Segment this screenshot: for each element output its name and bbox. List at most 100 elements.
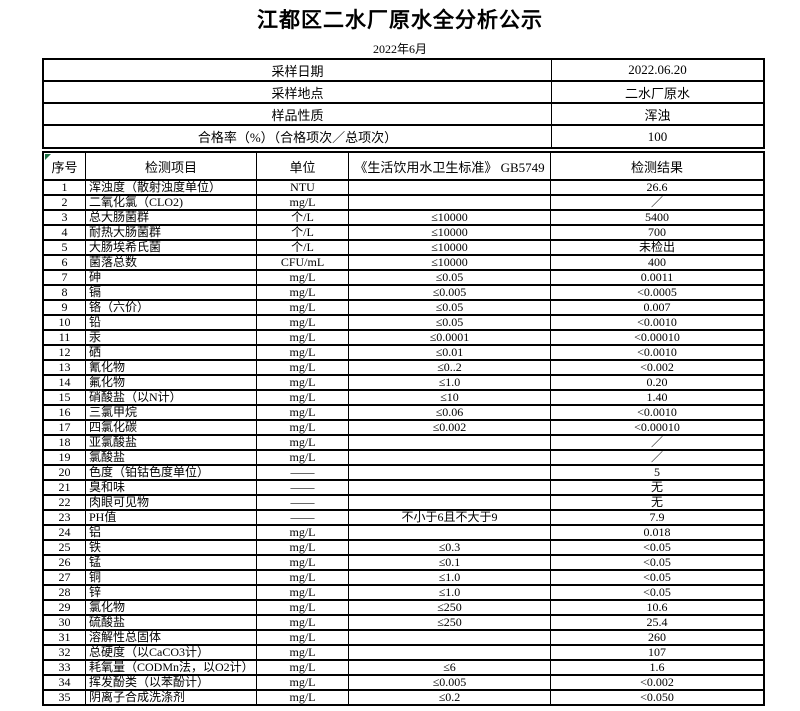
cell-unit: mg/L xyxy=(257,435,349,450)
cell-unit: mg/L xyxy=(257,675,349,690)
cell-unit: mg/L xyxy=(257,600,349,615)
cell-index: 17 xyxy=(43,420,86,435)
cell-standard: ≤0.002 xyxy=(349,420,551,435)
cell-standard xyxy=(349,495,551,510)
cell-item: 色度（铂钴色度单位） xyxy=(86,465,257,480)
table-row: 9 铬（六价） mg/L ≤0.05 0.007 xyxy=(43,300,764,315)
cell-unit: mg/L xyxy=(257,450,349,465)
cell-unit: mg/L xyxy=(257,375,349,390)
cell-standard xyxy=(349,450,551,465)
cell-standard: ≤1.0 xyxy=(349,570,551,585)
cell-item: 四氯化碳 xyxy=(86,420,257,435)
table-row: 32 总硬度（以CaCO3计） mg/L 107 xyxy=(43,645,764,660)
cell-unit: mg/L xyxy=(257,345,349,360)
table-row: 8 镉 mg/L ≤0.005 <0.0005 xyxy=(43,285,764,300)
cell-standard xyxy=(349,195,551,210)
cell-unit: 个/L xyxy=(257,225,349,240)
cell-standard: ≤250 xyxy=(349,615,551,630)
cell-result: <0.0010 xyxy=(551,405,764,420)
cell-index: 20 xyxy=(43,465,86,480)
cell-item: 铅 xyxy=(86,315,257,330)
cell-standard: ≤0.3 xyxy=(349,540,551,555)
table-row: 16 三氯甲烷 mg/L ≤0.06 <0.0010 xyxy=(43,405,764,420)
table-row: 1 浑浊度（散射浊度单位） NTU 26.6 xyxy=(43,180,764,195)
cell-item: 铝 xyxy=(86,525,257,540)
cell-unit: —— xyxy=(257,465,349,480)
cell-index: 29 xyxy=(43,600,86,615)
cell-index: 11 xyxy=(43,330,86,345)
col-header-index-label: 序号 xyxy=(51,159,78,175)
info-label: 采样地点 xyxy=(43,81,552,103)
table-row: 18 亚氯酸盐 mg/L ／ xyxy=(43,435,764,450)
cell-item: 总硬度（以CaCO3计） xyxy=(86,645,257,660)
cell-result: <0.0010 xyxy=(551,315,764,330)
cell-unit: mg/L xyxy=(257,420,349,435)
cell-item: 镉 xyxy=(86,285,257,300)
cell-unit: mg/L xyxy=(257,300,349,315)
page-subtitle: 2022年6月 xyxy=(372,42,427,56)
cell-result: 未检出 xyxy=(551,240,764,255)
info-table: 采样日期 2022.06.20 采样地点 二水厂原水 样品性质 浑浊 合格率（%）（合格项次… xyxy=(42,58,765,149)
table-row: 25 铁 mg/L ≤0.3 <0.05 xyxy=(43,540,764,555)
cell-standard: ≤0.06 xyxy=(349,405,551,420)
table-row: 22 肉眼可见物 —— 无 xyxy=(43,495,764,510)
cell-result: ／ xyxy=(551,450,764,465)
cell-index: 30 xyxy=(43,615,86,630)
cell-item: 硫酸盐 xyxy=(86,615,257,630)
table-row: 14 氟化物 mg/L ≤1.0 0.20 xyxy=(43,375,764,390)
cell-result: <0.05 xyxy=(551,585,764,600)
cell-unit: mg/L xyxy=(257,315,349,330)
col-header-result: 检测结果 xyxy=(551,152,764,180)
cell-unit: mg/L xyxy=(257,270,349,285)
info-label: 采样日期 xyxy=(43,59,552,81)
cell-unit: 个/L xyxy=(257,210,349,225)
cell-item: 氰化物 xyxy=(86,360,257,375)
cell-index: 18 xyxy=(43,435,86,450)
cell-item: 肉眼可见物 xyxy=(86,495,257,510)
cell-item: 总大肠菌群 xyxy=(86,210,257,225)
cell-result: 26.6 xyxy=(551,180,764,195)
cell-standard: ≤250 xyxy=(349,600,551,615)
cell-standard xyxy=(349,180,551,195)
cell-item: 铁 xyxy=(86,540,257,555)
info-value: 二水厂原水 xyxy=(552,81,764,103)
table-row: 31 溶解性总固体 mg/L 260 xyxy=(43,630,764,645)
cell-index: 6 xyxy=(43,255,86,270)
cell-unit: —— xyxy=(257,480,349,495)
cell-result: 7.9 xyxy=(551,510,764,525)
cell-unit: NTU xyxy=(257,180,349,195)
cell-item: 铬（六价） xyxy=(86,300,257,315)
cell-result: 10.6 xyxy=(551,600,764,615)
cell-item: 浑浊度（散射浊度单位） xyxy=(86,180,257,195)
cell-standard: ≤1.0 xyxy=(349,375,551,390)
cell-standard: ≤0..2 xyxy=(349,360,551,375)
info-row: 样品性质 浑浊 xyxy=(43,103,764,125)
cell-item: 挥发酚类（以苯酚计） xyxy=(86,675,257,690)
cell-standard xyxy=(349,465,551,480)
cell-result: <0.002 xyxy=(551,360,764,375)
cell-index: 4 xyxy=(43,225,86,240)
table-row: 3 总大肠菌群 个/L ≤10000 5400 xyxy=(43,210,764,225)
cell-result: <0.050 xyxy=(551,690,764,705)
cell-result: ／ xyxy=(551,195,764,210)
table-row: 21 臭和味 —— 无 xyxy=(43,480,764,495)
cell-item: 铜 xyxy=(86,570,257,585)
info-label: 样品性质 xyxy=(43,103,552,125)
cell-standard: 不小于6且不大于9 xyxy=(349,510,551,525)
col-header-item: 检测项目 xyxy=(86,152,257,180)
cell-standard: ≤0.05 xyxy=(349,270,551,285)
cell-index: 35 xyxy=(43,690,86,705)
cell-standard: ≤10 xyxy=(349,390,551,405)
table-row: 29 氯化物 mg/L ≤250 10.6 xyxy=(43,600,764,615)
cell-index: 5 xyxy=(43,240,86,255)
table-row: 34 挥发酚类（以苯酚计） mg/L ≤0.005 <0.002 xyxy=(43,675,764,690)
cell-item: 溶解性总固体 xyxy=(86,630,257,645)
cell-index: 22 xyxy=(43,495,86,510)
results-table-head: 序号 检测项目 单位 《生活饮用水卫生标准》 GB5749 检测结果 xyxy=(43,152,764,180)
cell-standard: ≤10000 xyxy=(349,255,551,270)
cell-unit: mg/L xyxy=(257,555,349,570)
table-row: 28 锌 mg/L ≤1.0 <0.05 xyxy=(43,585,764,600)
cell-index: 25 xyxy=(43,540,86,555)
cell-result: 1.6 xyxy=(551,660,764,675)
table-row: 23 PH值 —— 不小于6且不大于9 7.9 xyxy=(43,510,764,525)
